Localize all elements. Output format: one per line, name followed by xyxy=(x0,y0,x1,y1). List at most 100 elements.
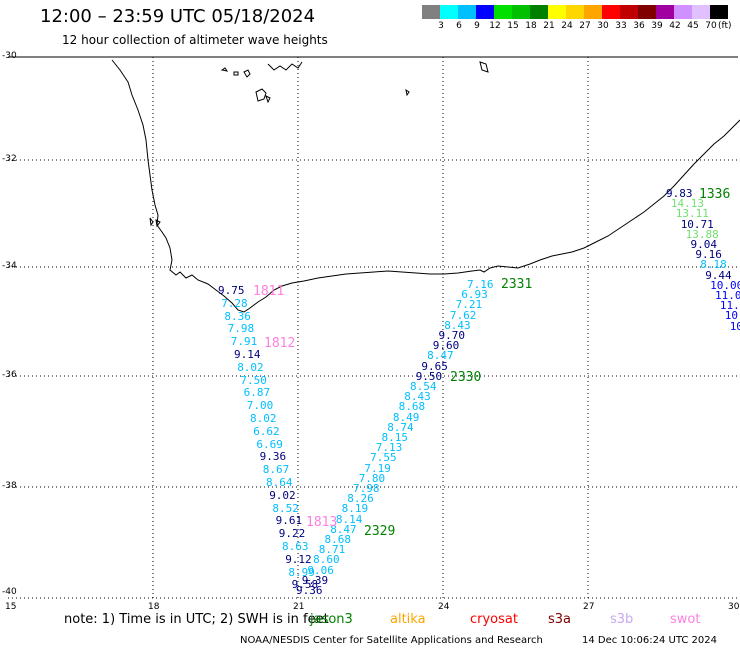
wave-height-far-east-track: 10. xyxy=(724,309,740,323)
wave-height-west-track: 7.98 xyxy=(227,322,255,336)
color-scale-swatch xyxy=(674,5,692,19)
pass-number-label: 1336 xyxy=(699,187,731,202)
wave-height-east-track: 9.50 xyxy=(415,369,443,383)
wave-height-west-track: 8.52 xyxy=(272,501,299,515)
legend-item-swot: swot xyxy=(670,612,701,627)
wave-height-east-track: 8.74 xyxy=(387,420,414,434)
wave-height-east-track: 7.62 xyxy=(449,308,477,322)
pass-number-label: 2331 xyxy=(501,277,533,292)
color-scale-swatch xyxy=(710,5,728,19)
pass-number-label: 2329 xyxy=(364,524,396,539)
wave-height-east-track: 7.19 xyxy=(364,461,391,475)
wave-height-east-track: 8.15 xyxy=(381,431,409,444)
pass-number-label: 1813 xyxy=(306,515,338,530)
latitude-tick-label: -36 xyxy=(2,370,17,380)
wave-height-west-track: 8.63 xyxy=(282,540,309,553)
wave-height-east-track: 8.19 xyxy=(341,502,369,516)
wave-height-west-track: 7.91 xyxy=(230,335,258,349)
wave-height-east-track: 8.26 xyxy=(347,492,374,506)
wave-height-east-track: 9.60 xyxy=(432,339,460,353)
latitude-tick-label: -38 xyxy=(2,481,17,491)
longitude-tick-label: 21 xyxy=(293,602,305,612)
color-scale-swatch xyxy=(602,5,620,19)
wave-height-east-track: 8.43 xyxy=(404,390,431,404)
wave-height-east-track: 8.54 xyxy=(410,380,437,393)
color-scale-label: 27 xyxy=(579,21,591,31)
wave-height-west-track: 9.12 xyxy=(285,552,312,566)
wave-height-west-track: 9.14 xyxy=(234,348,261,361)
wave-height-east-track: 7.55 xyxy=(370,451,397,465)
wave-height-east-track: 9.39 xyxy=(301,573,329,587)
wave-height-east-track: 8.47 xyxy=(427,349,454,363)
color-scale-swatch xyxy=(422,5,440,19)
latitude-tick-label: -40 xyxy=(2,587,17,597)
longitude-tick-label: 27 xyxy=(583,602,595,612)
wave-height-west-track: 8.02 xyxy=(250,412,277,425)
wave-height-far-east-track: 8.18 xyxy=(700,258,727,272)
wave-height-west-track: 9.02 xyxy=(269,488,296,502)
wave-height-far-east-track: 11.04 xyxy=(715,289,740,302)
color-scale-label: 36 xyxy=(633,21,645,31)
grid-lines xyxy=(8,57,738,599)
wave-height-west-track: 9.75 xyxy=(218,284,245,297)
color-scale-swatch xyxy=(458,5,476,19)
wave-height-east-track: 8.60 xyxy=(313,553,340,567)
wave-height-west-track: 9.61 xyxy=(275,514,303,528)
color-scale-swatch xyxy=(512,5,530,19)
wave-height-far-east-track: 9.04 xyxy=(690,238,718,251)
wave-height-east-track: 8.43 xyxy=(444,318,471,332)
wave-height-east-track: 8.68 xyxy=(324,533,352,546)
wave-height-far-east-track: 9.16 xyxy=(695,248,722,262)
color-scale-swatch xyxy=(530,5,548,19)
wave-height-far-east-track: 13.88 xyxy=(685,227,719,241)
wave-height-east-track: 8.68 xyxy=(398,400,426,414)
wave-height-west-track: 8.02 xyxy=(237,360,264,374)
color-scale-swatch xyxy=(494,5,512,19)
longitude-tick-label: 24 xyxy=(438,602,450,612)
color-scale-swatch xyxy=(548,5,566,19)
color-scale-label: 18 xyxy=(525,21,537,31)
wave-height-east-track: 9.65 xyxy=(421,359,448,373)
wave-height-east-track: 6.93 xyxy=(461,288,488,302)
color-scale-swatch xyxy=(440,5,458,19)
wave-height-west-track: 8.36 xyxy=(224,309,251,323)
color-scale-swatch xyxy=(692,5,710,19)
wave-height-west-track: 7.50 xyxy=(240,373,267,387)
color-scale-swatch xyxy=(656,5,674,19)
map-subtitle: 12 hour collection of altimeter wave hei… xyxy=(62,33,328,47)
color-scale-label: 15 xyxy=(507,21,519,31)
color-scale-label: 70 xyxy=(705,21,717,31)
wave-height-east-track: 9.70 xyxy=(438,329,466,342)
wave-height-far-east-track: 10 xyxy=(729,319,740,333)
wave-height-west-track: 9.36 xyxy=(259,450,287,464)
color-scale-label: 39 xyxy=(651,21,663,31)
color-scale-label: 33 xyxy=(615,21,627,31)
generated-timestamp: 14 Dec 10:06:24 UTC 2024 xyxy=(582,635,717,646)
color-scale-swatch xyxy=(584,5,602,19)
legend-item-jason3: jason3 xyxy=(310,612,353,627)
wave-height-west-track: 8.99 xyxy=(288,565,315,579)
color-scale-label: 24 xyxy=(561,21,573,31)
latitude-tick-label: -34 xyxy=(2,261,17,271)
northern-coast-fragment xyxy=(267,61,303,71)
color-scale-label: 6 xyxy=(456,21,462,31)
legend-item-altika: altika xyxy=(390,612,426,627)
color-scale-label: 3 xyxy=(438,21,444,31)
wave-height-far-east-track: 11.0 xyxy=(719,299,740,313)
color-scale-swatch xyxy=(620,5,638,19)
wave-height-far-east-track: 10.71 xyxy=(680,217,714,231)
wave-height-far-east-track: 9.44 xyxy=(705,268,732,282)
islands xyxy=(149,61,489,228)
wave-height-far-east-track: 14.13 xyxy=(670,197,705,211)
color-scale-swatch xyxy=(566,5,584,19)
color-scale-label: 30 xyxy=(597,21,609,31)
wave-height-east-track: 7.80 xyxy=(358,471,386,485)
legend-item-cryosat: cryosat xyxy=(470,612,518,627)
color-scale-label: 42 xyxy=(669,21,681,31)
pass-number-label: 2330 xyxy=(450,370,482,385)
wave-height-east-track: 7.98 xyxy=(353,482,380,495)
map-title: 12:00 – 23:59 UTC 05/18/2024 xyxy=(40,6,316,27)
wave-height-west-track: 8.67 xyxy=(262,463,290,477)
